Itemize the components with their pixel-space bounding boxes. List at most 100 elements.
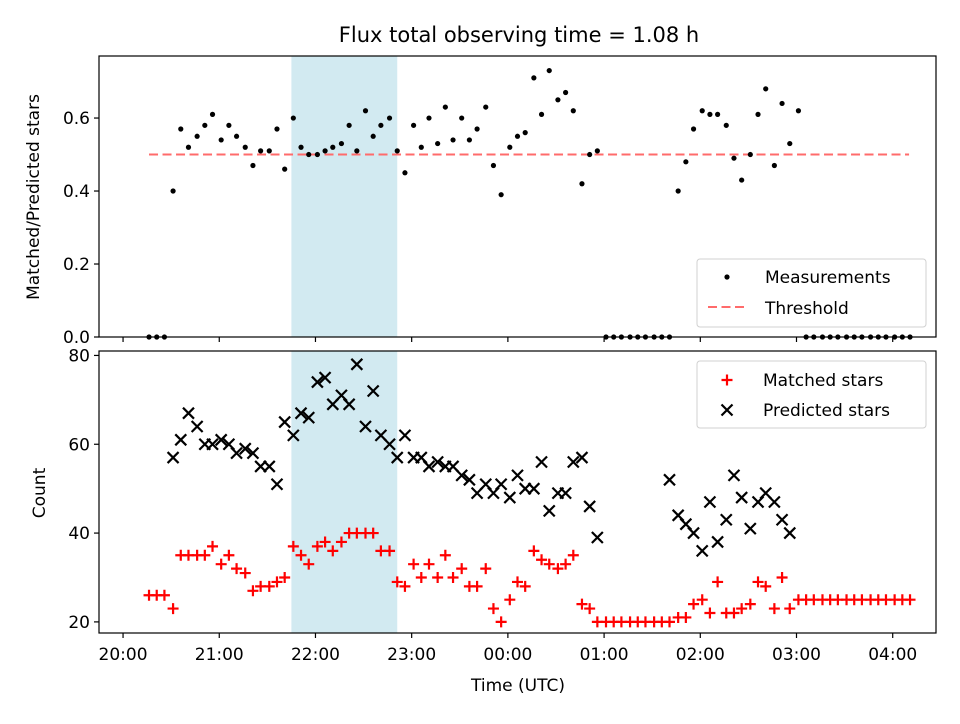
predicted-star-point [687,526,700,540]
matched-star-point [664,616,676,628]
matched-star-point [271,576,283,588]
bottom-y-axis-label: Count [30,467,50,518]
measurement-point [250,162,256,169]
measurement-point [370,133,376,139]
matched-star-point [696,594,708,606]
matched-star-point [207,540,219,552]
predicted-star-point [230,446,243,460]
bottom-legend-box [696,360,927,429]
bottom-y-axis: 20 40 60 80 [68,346,99,633]
predicted-star-point [663,473,676,487]
predicted-star-point [744,522,757,535]
predicted-star-point [214,433,228,447]
measurement-point [322,148,328,154]
measurement-point [418,144,424,150]
measurement-point [450,137,456,143]
predicted-star-point [294,406,308,420]
matched-star-point [319,536,331,548]
predicted-star-point [783,526,797,540]
predicted-star-point [263,460,276,473]
measurement-point [258,148,264,154]
predicted-star-point [366,384,380,398]
matched-star-point [543,558,555,570]
matched-star-point [215,558,227,570]
measurement-point [763,86,769,92]
bottom-x-axis-label: Time (UTC) [470,676,565,696]
predicted-star-point [527,482,541,495]
measurement-point [233,133,240,139]
y-tick-label: 0.6 [63,109,90,129]
matched-star-point [223,549,235,561]
measurement-point [707,111,713,117]
legend-matched-label: Matched stars [763,371,883,391]
measurement-point [498,192,504,198]
matched-star-point [399,580,411,592]
measurement-point [209,111,216,117]
matched-star-point [504,594,516,606]
measurement-point [579,181,585,187]
measurement-point [675,188,681,194]
predicted-star-point [190,420,204,433]
matched-star-point [391,576,403,588]
x-tick-label: 01:00 [580,645,629,665]
top-panel: 0.0 0.2 0.4 0.6 Matched/Predicted stars Mea… [24,55,937,348]
measurement-point [346,122,352,128]
matched-star-point [303,558,315,570]
measurement-point [410,122,417,128]
predicted-star-point [703,495,717,509]
measurement-point [290,115,296,121]
predicted-star-point [503,491,517,504]
x-tick-label: 20:00 [99,645,148,665]
matched-star-point [688,598,700,610]
measurement-point [306,151,312,158]
matched-star-point [415,571,427,583]
measurement-point [594,148,600,154]
matched-star-point [487,603,499,615]
matched-star-point [439,549,451,561]
measurement-point [715,111,721,117]
predicted-star-point [383,437,396,451]
matched-star-point [311,540,323,552]
measurement-point [555,97,561,103]
predicted-star-point [575,451,589,464]
measurement-point [747,151,753,158]
legend-plus-glyph [721,374,733,386]
x-tick-label: 22:00 [291,645,340,665]
figure-title: Flux total observing time = 1.08 h [339,23,699,47]
measurement-point [563,89,569,96]
matched-star-point [279,571,291,583]
measurement-point [362,108,369,114]
matched-star-point [432,571,444,583]
matched-star-point [480,563,492,575]
matched-star-point [384,545,396,557]
measurement-point [699,108,705,114]
legend-predicted-label: Predicted stars [763,401,890,421]
predicted-star-point [278,415,291,429]
measurement-point [338,140,345,147]
legend-x-glyph [720,403,734,417]
predicted-star-point [463,473,476,487]
matched-star-point [367,527,379,539]
matched-star-point [231,563,243,575]
measurement-point [483,104,489,110]
matched-star-point [295,549,307,561]
measurement-point [723,122,729,128]
measurement-point [194,133,200,139]
measurement-point [314,151,320,158]
predicted-star-point [390,451,404,464]
predicted-star-point [719,513,733,527]
measurement-point [787,140,793,147]
measurement-point [402,170,408,176]
legend-predicted-marker [720,403,734,417]
measurement-point [522,130,528,136]
predicted-star-point [542,504,556,518]
predicted-stars-points [166,358,797,558]
measurement-point [514,133,521,139]
top-legend: Measurements Threshold [696,258,927,328]
matched-star-point [776,571,788,583]
predicted-star-point [270,477,284,491]
matched-star-point [904,594,916,606]
measurement-point [170,188,176,194]
matched-star-point [528,545,540,557]
predicted-star-point [350,358,364,371]
